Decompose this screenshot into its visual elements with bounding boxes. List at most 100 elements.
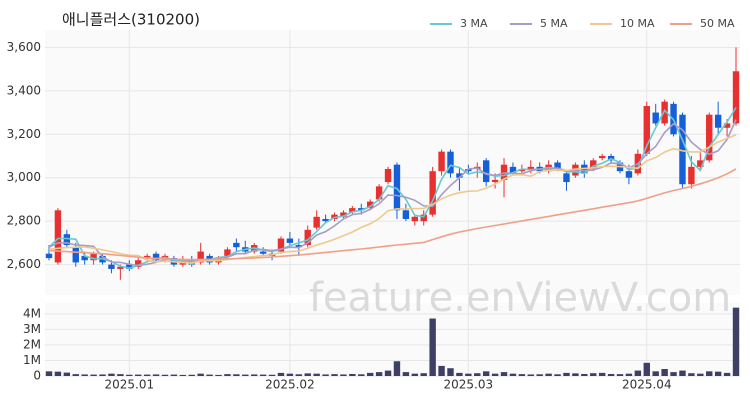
volume-bar bbox=[152, 374, 160, 376]
volume-bar bbox=[384, 370, 392, 376]
volume-bar bbox=[607, 373, 615, 376]
candle-body bbox=[197, 251, 204, 263]
volume-bar bbox=[117, 374, 124, 376]
candle-body bbox=[126, 264, 133, 269]
candle-body bbox=[295, 245, 303, 248]
volume-bar bbox=[714, 371, 722, 376]
volume-bar bbox=[447, 368, 454, 376]
volume-bar bbox=[108, 373, 115, 376]
candle-body bbox=[732, 71, 740, 124]
candle-body bbox=[661, 101, 668, 124]
candle-body bbox=[108, 264, 115, 269]
candle-body bbox=[81, 255, 88, 261]
volume-pane bbox=[45, 303, 740, 376]
volume-bar bbox=[143, 374, 151, 376]
x-tick-label: 2025.01 bbox=[104, 378, 154, 392]
volume-bar bbox=[340, 374, 347, 376]
ma-line bbox=[48, 168, 737, 261]
candle-body bbox=[384, 169, 392, 183]
volume-bar bbox=[652, 371, 659, 376]
y-tick-label: 1M bbox=[23, 353, 41, 367]
volume-bar bbox=[90, 374, 97, 376]
candle-body bbox=[90, 253, 97, 261]
candle-body bbox=[179, 262, 187, 265]
volume-bar bbox=[54, 371, 62, 376]
candle-body bbox=[518, 169, 526, 172]
volume-bar bbox=[706, 371, 713, 376]
volume-bar bbox=[572, 373, 579, 376]
volume-bar bbox=[581, 373, 588, 376]
candle-body bbox=[233, 242, 240, 248]
candle-body bbox=[465, 169, 472, 172]
volume-bar bbox=[277, 372, 285, 376]
candle-body bbox=[723, 123, 731, 128]
candle-body bbox=[411, 216, 419, 222]
candle-body bbox=[72, 247, 79, 263]
legend-label: 10 MA bbox=[620, 17, 655, 30]
volume-bar bbox=[732, 307, 740, 376]
y-tick-label: 2M bbox=[23, 337, 41, 351]
candle-body bbox=[393, 164, 401, 211]
volume-bar bbox=[679, 370, 686, 376]
volume-bar bbox=[411, 373, 419, 376]
volume-bar bbox=[313, 373, 320, 376]
candle-body bbox=[679, 114, 686, 185]
volume-bar bbox=[393, 361, 401, 376]
ma-line bbox=[48, 119, 737, 267]
volume-bar bbox=[242, 374, 249, 376]
volume-bar bbox=[63, 372, 71, 376]
volume-bar bbox=[491, 373, 499, 376]
volume-bar bbox=[72, 374, 79, 376]
volume-bar bbox=[625, 373, 633, 376]
candle-body bbox=[420, 214, 427, 222]
candle-body bbox=[697, 160, 704, 167]
volume-bar bbox=[670, 372, 677, 376]
candle-body bbox=[63, 234, 71, 246]
candle-body bbox=[509, 166, 517, 174]
candle-body bbox=[554, 162, 561, 170]
volume-bar bbox=[545, 373, 552, 376]
volume-bar bbox=[126, 374, 133, 376]
candle-body bbox=[688, 166, 695, 185]
volume-bar bbox=[268, 374, 276, 376]
legend-label: 5 MA bbox=[540, 17, 568, 30]
candle-body bbox=[259, 251, 267, 254]
volume-bar bbox=[661, 369, 668, 376]
y-tick-label: 0 bbox=[33, 369, 41, 383]
watermark: feature.enViewV.com bbox=[309, 275, 731, 321]
legend-label: 50 MA bbox=[700, 17, 735, 30]
volume-bar bbox=[259, 374, 267, 376]
y-tick-label: 4M bbox=[23, 306, 41, 320]
x-tick-label: 2025.04 bbox=[622, 378, 672, 392]
volume-bar bbox=[697, 373, 704, 376]
candle-body bbox=[366, 201, 374, 209]
volume-bar bbox=[688, 373, 695, 376]
candle-body bbox=[322, 218, 329, 222]
candle-body bbox=[358, 208, 365, 211]
volume-bar bbox=[616, 374, 624, 376]
volume-bar bbox=[197, 373, 204, 376]
volume-bar bbox=[349, 373, 356, 376]
candle-body bbox=[54, 210, 62, 263]
candle-body bbox=[429, 171, 436, 215]
volume-bar bbox=[45, 371, 53, 376]
candle-body bbox=[706, 114, 713, 161]
y-tick-label: 3,400 bbox=[7, 83, 41, 97]
volume-bar bbox=[590, 373, 597, 376]
price-pane bbox=[45, 30, 740, 295]
candle-body bbox=[45, 253, 53, 259]
volume-bar bbox=[420, 373, 427, 376]
volume-bar bbox=[295, 374, 303, 376]
volume-bar bbox=[465, 373, 472, 376]
volume-bar bbox=[482, 371, 490, 376]
candle-body bbox=[313, 216, 320, 228]
candle-body bbox=[375, 186, 383, 200]
candle-body bbox=[714, 114, 722, 128]
volume-bar bbox=[634, 370, 642, 376]
volume-bar bbox=[536, 374, 543, 376]
chart-title: 애니플러스(310200) bbox=[62, 11, 200, 29]
volume-bar bbox=[170, 374, 178, 376]
volume-bar bbox=[518, 374, 526, 376]
candle-body bbox=[277, 238, 285, 252]
